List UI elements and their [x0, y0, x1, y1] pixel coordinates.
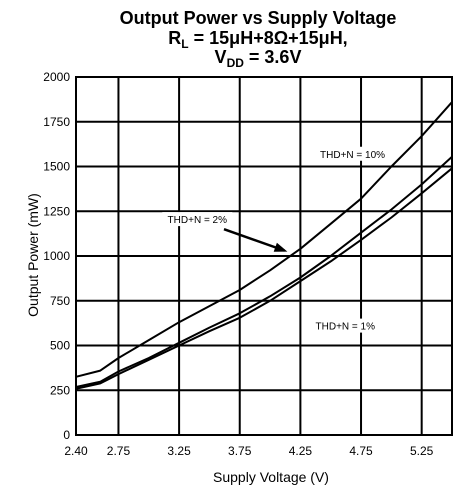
- series-line-2: [75, 155, 453, 388]
- x-axis-label: Supply Voltage (V): [213, 469, 329, 485]
- annotation-label: THD+N = 10%: [320, 150, 385, 161]
- annotation-box: [162, 212, 233, 227]
- x-tick-label: 4.75: [349, 444, 373, 458]
- chart-title: Output Power vs Supply Voltage: [120, 8, 397, 28]
- y-tick-labels: 0 250 500 750 1000 1250 1500 1750 2000: [43, 70, 70, 442]
- title-line2-sub: L: [181, 37, 188, 51]
- y-tick-label: 1500: [43, 160, 70, 174]
- x-tick-label: 2.40: [64, 444, 88, 458]
- annotation-arrow-head: [273, 242, 288, 252]
- series-line-1: [75, 101, 453, 378]
- annotation-box: [309, 318, 382, 333]
- plot-frame: [75, 76, 453, 436]
- y-tick-label: 2000: [43, 70, 70, 84]
- y-axis-label: Output Power (mW): [25, 193, 41, 317]
- series-line-3: [75, 167, 453, 390]
- x-tick-label: 5.25: [410, 444, 434, 458]
- title-line2-rest: = 15μH+8Ω+15μH,: [189, 28, 348, 48]
- title-line3-rest: = 3.6V: [244, 47, 302, 67]
- x-tick-label: 2.75: [107, 444, 131, 458]
- grid: [75, 76, 452, 436]
- annotation-box: [313, 146, 392, 161]
- annotation-label: THD+N = 2%: [168, 215, 228, 226]
- y-tick-label: 1250: [43, 204, 70, 218]
- annotations: THD+N = 10% THD+N = 2% THD+N = 1%: [162, 146, 392, 333]
- chart-title-line3: VDD = 3.6V: [215, 47, 302, 70]
- x-tick-label: 3.25: [167, 444, 191, 458]
- x-tick-labels: 2.40 2.75 3.25 3.75 4.25 4.75 5.25: [64, 444, 433, 458]
- title-line3-sub: DD: [227, 56, 245, 70]
- y-tick-label: 0: [63, 428, 70, 442]
- annotation-arrow-line: [223, 227, 286, 252]
- x-tick-label: 3.75: [228, 444, 252, 458]
- y-tick-label: 250: [50, 383, 70, 397]
- y-tick-label: 1750: [43, 115, 70, 129]
- title-line3-prefix: V: [215, 47, 227, 67]
- title-line2-prefix: R: [168, 28, 181, 48]
- annotation-label: THD+N = 1%: [316, 322, 376, 333]
- chart-title-line2: RL = 15μH+8Ω+15μH,: [168, 28, 347, 51]
- x-tick-label: 4.25: [289, 444, 313, 458]
- y-tick-label: 1000: [43, 249, 70, 263]
- y-tick-label: 750: [50, 294, 70, 308]
- y-tick-label: 500: [50, 339, 70, 353]
- series-lines: [75, 101, 453, 390]
